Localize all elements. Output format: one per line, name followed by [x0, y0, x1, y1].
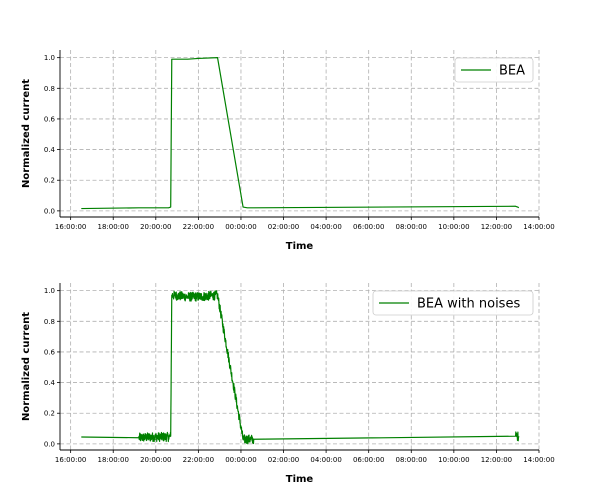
y-tick-label: 0.2 [44, 410, 55, 418]
x-axis-title: Time [286, 474, 314, 485]
x-tick-label: 22:00:00 [183, 456, 214, 464]
y-tick-label: 0.0 [44, 440, 55, 448]
legend-box [454, 57, 534, 83]
x-tick-label: 22:00:00 [183, 223, 214, 231]
x-tick-label: 06:00:00 [353, 456, 384, 464]
legend-label: BEA [499, 64, 525, 79]
x-tick-label: 12:00:00 [481, 456, 512, 464]
x-tick-label: 04:00:00 [310, 223, 341, 231]
legend-label: BEA with noises [417, 297, 520, 312]
series-line [81, 290, 520, 445]
x-tick-label: 20:00:00 [140, 223, 171, 231]
y-axis-title: Normalized current [21, 79, 32, 188]
y-tick-label: 0.2 [44, 177, 55, 185]
top-chart-panel: 16:00:00 18:00:00 20:00:00 22:00:00 00:00:00… [21, 50, 555, 252]
bottom-chart-panel: 16:00:00 18:00:00 20:00:00 22:00:00 00:00:00… [21, 283, 555, 485]
y-tick-label: 0.4 [44, 379, 56, 387]
x-tick-label: 00:00:00 [225, 456, 256, 464]
x-axis-title: Time [286, 241, 314, 252]
y-axis-title: Normalized current [21, 312, 32, 421]
x-tick-label: 08:00:00 [396, 456, 427, 464]
x-tick-label: 02:00:00 [268, 456, 299, 464]
x-tick-label: 16:00:00 [55, 223, 86, 231]
x-tick-label: 00:00:00 [225, 223, 256, 231]
x-tick-label: 20:00:00 [140, 456, 171, 464]
y-tick-label: 0.4 [44, 146, 56, 154]
series-line [81, 57, 520, 210]
y-tick-label: 1.0 [44, 287, 55, 295]
x-tick-label: 08:00:00 [396, 223, 427, 231]
x-tick-label: 02:00:00 [268, 223, 299, 231]
x-tick-label: 04:00:00 [310, 456, 341, 464]
x-tick-label: 18:00:00 [97, 456, 128, 464]
y-tick-label: 1.0 [44, 54, 55, 62]
legend-box [372, 290, 534, 316]
x-tick-label: 10:00:00 [438, 223, 469, 231]
x-tick-label: 12:00:00 [481, 223, 512, 231]
y-tick-label: 0.8 [44, 85, 55, 93]
x-tick-label: 16:00:00 [55, 456, 86, 464]
x-tick-label: 06:00:00 [353, 223, 384, 231]
x-tick-label: 14:00:00 [523, 223, 554, 231]
y-tick-label: 0.6 [44, 115, 56, 123]
x-tick-label: 18:00:00 [97, 223, 128, 231]
y-tick-label: 0.6 [44, 348, 56, 356]
y-tick-label: 0.8 [44, 318, 55, 326]
x-tick-label: 10:00:00 [438, 456, 469, 464]
y-tick-label: 0.0 [44, 207, 55, 215]
x-tick-label: 14:00:00 [523, 456, 554, 464]
